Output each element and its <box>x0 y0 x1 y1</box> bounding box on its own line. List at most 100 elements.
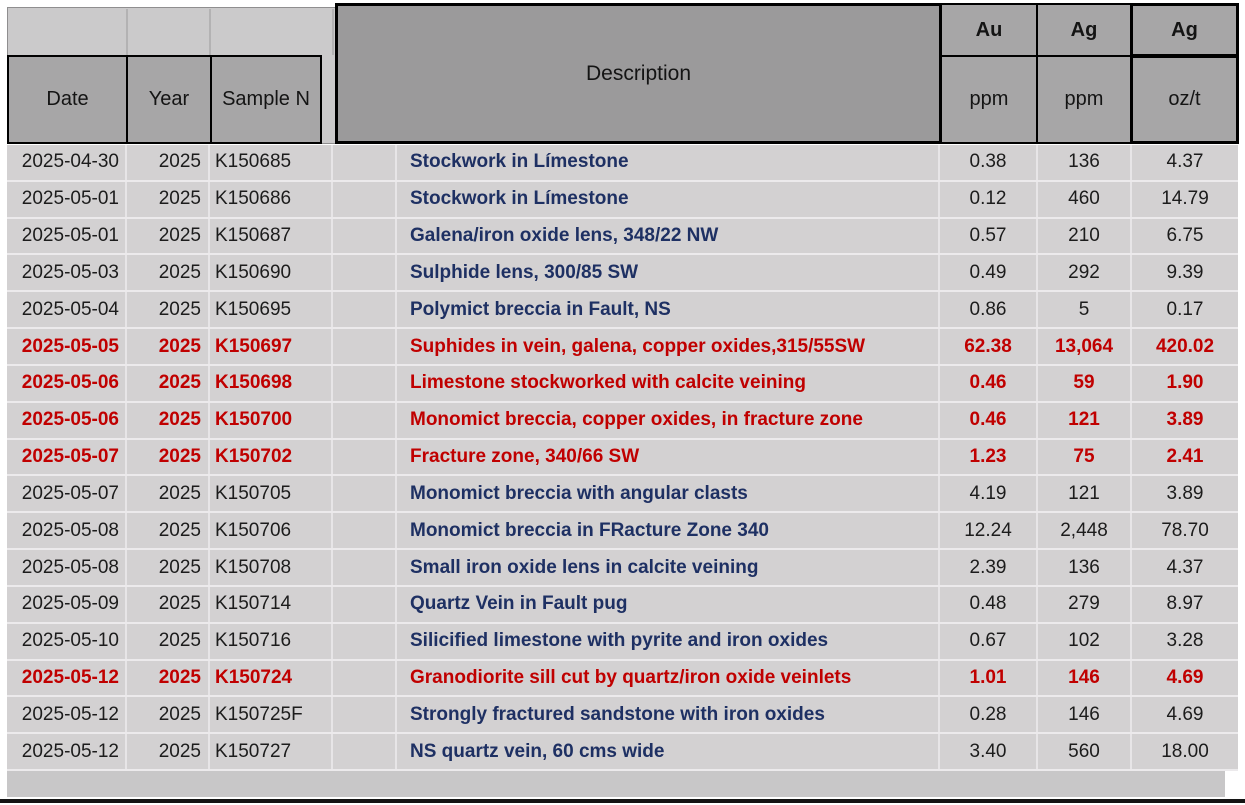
cell-au-ppm[interactable]: 0.46 <box>940 365 1038 401</box>
cell-date[interactable]: 2025-05-08 <box>7 513 127 549</box>
cell-ag-ozt[interactable]: 2.41 <box>1166 446 1204 468</box>
cell-year[interactable]: 2025 <box>127 255 210 291</box>
column-header-year[interactable]: Year <box>126 55 212 144</box>
cell-ag-ppm[interactable]: 210 <box>1038 218 1132 254</box>
cell-year[interactable]: 2025 <box>127 660 210 696</box>
cell-year[interactable]: 2025 <box>127 402 210 438</box>
cell-sample-number[interactable]: K150705 <box>210 476 333 512</box>
cell-date[interactable]: 2025-05-01 <box>7 218 127 254</box>
cell-sample-number[interactable]: K150685 <box>210 145 333 180</box>
cell-sample-number[interactable]: K150690 <box>210 255 333 291</box>
cell-ag-ozt[interactable]: 3.89 <box>1166 409 1204 431</box>
cell-description[interactable]: Limestone stockworked with calcite veini… <box>397 365 940 401</box>
cell-ag-ozt[interactable]: 4.37 <box>1166 556 1204 578</box>
cell-au-ppm[interactable]: 1.23 <box>940 439 1038 475</box>
cell-year[interactable]: 2025 <box>127 586 210 622</box>
cell-au-ppm[interactable]: 0.28 <box>940 697 1038 733</box>
cell-ag-ozt[interactable]: 4.37 <box>1166 151 1204 173</box>
cell-sample-number[interactable]: K150695 <box>210 292 333 328</box>
cell-description[interactable]: Fracture zone, 340/66 SW <box>397 439 940 475</box>
cell-ag-ppm[interactable]: 5 <box>1038 292 1132 328</box>
cell-ag-ppm[interactable]: 75 <box>1038 439 1132 475</box>
cell-sample-number[interactable]: K150708 <box>210 550 333 585</box>
cell-ag-ozt[interactable]: 4.69 <box>1166 667 1204 688</box>
cell-date[interactable]: 2025-05-05 <box>7 329 127 364</box>
cell-au-ppm[interactable]: 3.40 <box>940 734 1038 770</box>
cell-year[interactable]: 2025 <box>127 550 210 585</box>
cell-ag-ppm[interactable]: 279 <box>1038 586 1132 622</box>
cell-ag-ozt[interactable]: 6.75 <box>1166 225 1204 247</box>
cell-date[interactable]: 2025-05-01 <box>7 181 127 217</box>
cell-ag-ozt[interactable]: 9.39 <box>1166 261 1204 283</box>
cell-description[interactable]: Polymict breccia in Fault, NS <box>397 292 940 328</box>
column-header-ag-unit[interactable]: ppm <box>1036 55 1132 144</box>
cell-ag-ppm[interactable]: 560 <box>1038 734 1132 770</box>
cell-ag-ozt[interactable]: 0.17 <box>1166 298 1204 320</box>
cell-description[interactable]: Granodiorite sill cut by quartz/iron oxi… <box>397 660 940 696</box>
cell-au-ppm[interactable]: 0.48 <box>940 586 1038 622</box>
cell-date[interactable]: 2025-05-12 <box>7 660 127 696</box>
cell-ag-ozt[interactable]: 8.97 <box>1166 593 1204 615</box>
cell-ag-ppm[interactable]: 121 <box>1038 476 1132 512</box>
cell-au-ppm[interactable]: 0.67 <box>940 623 1038 659</box>
cell-year[interactable]: 2025 <box>127 697 210 733</box>
cell-description[interactable]: Stockwork in Límestone <box>397 181 940 217</box>
cell-au-ppm[interactable]: 0.46 <box>940 402 1038 438</box>
cell-description[interactable]: NS quartz vein, 60 cms wide <box>397 734 940 770</box>
cell-ag-ppm[interactable]: 13,064 <box>1038 329 1132 364</box>
cell-au-ppm[interactable]: 12.24 <box>940 513 1038 549</box>
cell-description[interactable]: Suphides in vein, galena, copper oxides,… <box>397 329 940 364</box>
cell-ag-ppm[interactable]: 136 <box>1038 145 1132 180</box>
column-header-ag[interactable]: Ag <box>1036 3 1132 57</box>
cell-date[interactable]: 2025-05-04 <box>7 292 127 328</box>
cell-au-ppm[interactable]: 2.39 <box>940 550 1038 585</box>
cell-ag-ozt[interactable]: 1.90 <box>1166 372 1204 394</box>
cell-date[interactable]: 2025-05-06 <box>7 402 127 438</box>
cell-sample-number[interactable]: K150697 <box>210 329 333 364</box>
cell-year[interactable]: 2025 <box>127 439 210 475</box>
column-header-ag-ozt-unit[interactable]: oz/t <box>1130 55 1239 144</box>
cell-ag-ppm[interactable]: 146 <box>1038 697 1132 733</box>
cell-year[interactable]: 2025 <box>127 292 210 328</box>
cell-date[interactable]: 2025-05-09 <box>7 586 127 622</box>
cell-ag-ppm[interactable]: 146 <box>1038 660 1132 696</box>
cell-description[interactable]: Small iron oxide lens in calcite veining <box>397 550 940 585</box>
cell-description[interactable]: Monomict breccia, copper oxides, in frac… <box>397 402 940 438</box>
cell-ag-ozt[interactable]: 18.00 <box>1161 740 1209 762</box>
cell-description[interactable]: Sulphide lens, 300/85 SW <box>397 255 940 291</box>
column-header-au-unit[interactable]: ppm <box>940 55 1038 144</box>
cell-date[interactable]: 2025-05-03 <box>7 255 127 291</box>
column-header-au[interactable]: Au <box>940 3 1038 57</box>
cell-ag-ozt[interactable]: 3.28 <box>1166 630 1204 652</box>
cell-sample-number[interactable]: K150725F <box>210 697 333 733</box>
cell-sample-number[interactable]: K150716 <box>210 623 333 659</box>
cell-au-ppm[interactable]: 1.01 <box>940 660 1038 696</box>
cell-ag-ppm[interactable]: 460 <box>1038 181 1132 217</box>
cell-sample-number[interactable]: K150698 <box>210 365 333 401</box>
cell-description[interactable]: Quartz Vein in Fault pug <box>397 586 940 622</box>
cell-ag-ppm[interactable]: 59 <box>1038 365 1132 401</box>
cell-date[interactable]: 2025-05-06 <box>7 365 127 401</box>
cell-ag-ozt[interactable]: 78.70 <box>1161 519 1209 541</box>
cell-ag-ozt[interactable]: 14.79 <box>1161 188 1209 210</box>
cell-date[interactable]: 2025-05-07 <box>7 439 127 475</box>
column-header-sample[interactable]: Sample N <box>210 55 322 144</box>
cell-sample-number[interactable]: K150727 <box>210 734 333 770</box>
cell-description[interactable]: Stockwork in Límestone <box>397 145 940 180</box>
cell-ag-ppm[interactable]: 136 <box>1038 550 1132 585</box>
cell-au-ppm[interactable]: 62.38 <box>940 329 1038 364</box>
cell-sample-number[interactable]: K150700 <box>210 402 333 438</box>
cell-date[interactable]: 2025-05-12 <box>7 734 127 770</box>
cell-au-ppm[interactable]: 0.86 <box>940 292 1038 328</box>
cell-date[interactable]: 2025-05-08 <box>7 550 127 585</box>
cell-ag-ozt[interactable]: 4.69 <box>1166 703 1204 725</box>
cell-year[interactable]: 2025 <box>127 145 210 180</box>
cell-description[interactable]: Monomict breccia in FRacture Zone 340 <box>397 513 940 549</box>
cell-date[interactable]: 2025-04-30 <box>7 145 127 180</box>
cell-sample-number[interactable]: K150702 <box>210 439 333 475</box>
cell-year[interactable]: 2025 <box>127 476 210 512</box>
cell-ag-ppm[interactable]: 292 <box>1038 255 1132 291</box>
column-header-ag-ozt[interactable]: Ag <box>1130 3 1239 57</box>
cell-date[interactable]: 2025-05-10 <box>7 623 127 659</box>
cell-description[interactable]: Galena/iron oxide lens, 348/22 NW <box>397 218 940 254</box>
